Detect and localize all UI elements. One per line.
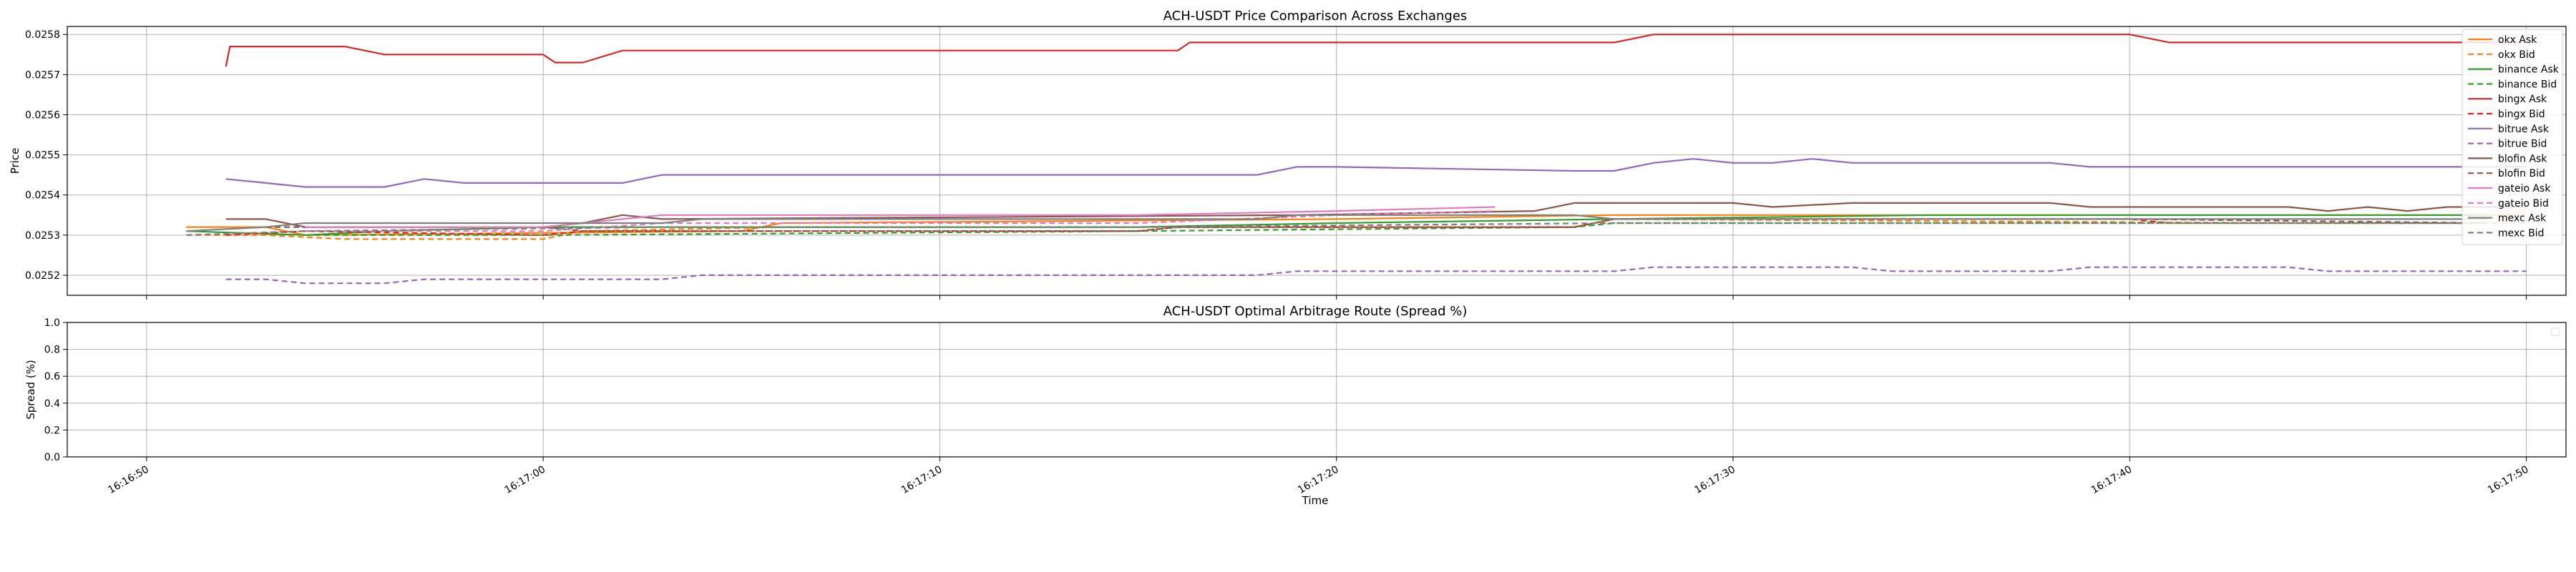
price-ytick-label: 0.0254 bbox=[25, 190, 60, 202]
series-line-gateio-bid bbox=[305, 210, 1496, 232]
legend-entry-label: okx Bid bbox=[2498, 49, 2535, 61]
legend-entry-label: bingx Bid bbox=[2498, 109, 2545, 120]
price-chart-xticks bbox=[146, 295, 2527, 300]
spread-ytick-label: 1.0 bbox=[44, 317, 60, 329]
price-chart-yticks: 0.0252 0.0253 0.0254 0.0255 0.0256 0.0257 0.02… bbox=[25, 29, 67, 282]
legend-entry-label: blofin Ask bbox=[2498, 153, 2547, 164]
series-line-bitrue-ask bbox=[225, 158, 2527, 188]
legend-entry-label: mexc Bid bbox=[2498, 227, 2545, 239]
price-chart-grid bbox=[67, 26, 2566, 295]
spread-ytick-label: 0.6 bbox=[44, 371, 60, 383]
spread-ytick-label: 0.4 bbox=[44, 398, 60, 410]
series-line-mexc-bid bbox=[186, 222, 2487, 236]
price-ytick-label: 0.0256 bbox=[25, 109, 60, 121]
price-ytick-label: 0.0257 bbox=[25, 69, 60, 81]
price-chart-title: ACH-USDT Price Comparison Across Exchang… bbox=[1163, 9, 1468, 24]
legend-entry-label: bitrue Bid bbox=[2498, 139, 2547, 150]
price-chart-frame bbox=[67, 26, 2567, 296]
series-line-bingx-ask bbox=[225, 34, 2527, 67]
spread-chart-frame bbox=[67, 322, 2567, 458]
spread-chart-title: ACH-USDT Optimal Arbitrage Route (Spread… bbox=[1163, 304, 1468, 319]
spread-ytick-label: 0.2 bbox=[44, 425, 60, 436]
price-chart-legend: okx Ask okx Bid binance Ask binance Bid bing… bbox=[2462, 29, 2563, 245]
price-comparison-panel: ACH-USDT Price Comparison Across Exchang… bbox=[9, 9, 2567, 300]
series-line-mexc-ask bbox=[186, 214, 2487, 232]
price-ytick-label: 0.0258 bbox=[25, 29, 60, 41]
spread-ytick-label: 0.0 bbox=[44, 452, 60, 463]
spread-chart-xlabel: Time bbox=[1302, 494, 1329, 507]
legend-entry-label: binance Bid bbox=[2498, 79, 2557, 90]
legend-entry-label: gateio Ask bbox=[2498, 183, 2551, 194]
series-line-gateio-ask bbox=[305, 206, 1496, 228]
series-line-bitrue-bid bbox=[225, 266, 2527, 285]
legend-entry-label: blofin Bid bbox=[2498, 168, 2545, 179]
spread-ytick-label: 0.8 bbox=[44, 345, 60, 356]
spread-chart-empty-legend bbox=[2550, 327, 2560, 336]
price-ytick-label: 0.0252 bbox=[25, 270, 60, 282]
spread-chart-ylabel: Spread (%) bbox=[24, 360, 37, 420]
legend-entry-label: bingx Ask bbox=[2498, 94, 2547, 105]
price-ytick-label: 0.0255 bbox=[25, 150, 60, 162]
legend-entry-label: okx Ask bbox=[2498, 34, 2537, 46]
spread-chart-yticks: 0.0 0.2 0.4 0.6 0.8 1.0 bbox=[44, 317, 67, 463]
legend-entry-label: bitrue Ask bbox=[2498, 124, 2550, 135]
legend-entry-label: gateio Bid bbox=[2498, 198, 2549, 209]
legend-entry-label: binance Ask bbox=[2498, 64, 2560, 76]
price-chart-ylabel: Price bbox=[9, 148, 21, 174]
legend-entry-label: mexc Ask bbox=[2498, 213, 2547, 225]
price-chart-series bbox=[186, 34, 2527, 285]
price-ytick-label: 0.0253 bbox=[25, 230, 60, 242]
series-line-okx-bid bbox=[186, 218, 2527, 240]
